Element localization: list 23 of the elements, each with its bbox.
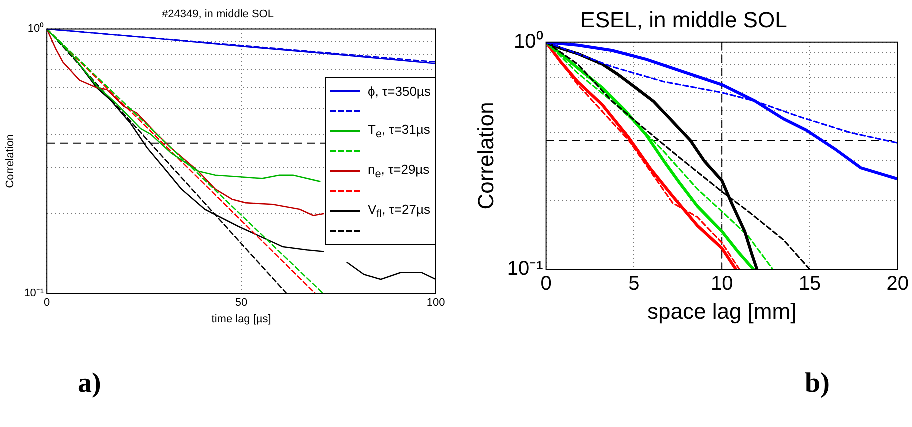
y-axis-title: Correlation bbox=[473, 102, 498, 210]
x-tick-label: 20 bbox=[886, 273, 909, 296]
y-tick-label: 10⁰ bbox=[28, 22, 44, 36]
text: a) bbox=[78, 368, 102, 400]
chart-title: #24349, in middle SOL bbox=[162, 8, 274, 21]
legend-label: n$_{e}$, τ=29µs bbox=[368, 162, 430, 181]
legend-label: V$_{fl}$, τ=27µs bbox=[368, 202, 430, 221]
x-tick-label: 10 bbox=[710, 273, 734, 296]
x-tick-label: 0 bbox=[44, 297, 50, 310]
x-axis-title: space lag [mm] bbox=[648, 298, 797, 324]
y-axis-title: Correlation bbox=[4, 134, 17, 188]
x-tick-label: 50 bbox=[235, 297, 248, 310]
x-tick-label: 0 bbox=[540, 273, 552, 296]
chart-title: ESEL, in middle SOL bbox=[580, 7, 788, 32]
legend-label: ϕ, τ=350µs bbox=[368, 84, 431, 99]
y-tick-label: 10⁰ bbox=[514, 30, 544, 53]
x-axis-title: time lag [µs] bbox=[212, 313, 272, 326]
text: b) bbox=[805, 368, 830, 400]
y-tick-label: 10⁻¹ bbox=[24, 288, 44, 300]
x-tick-label: 15 bbox=[798, 273, 822, 296]
legend-label: T$_{e}$, τ=31µs bbox=[368, 122, 430, 141]
x-tick-label: 100 bbox=[426, 297, 446, 310]
x-tick-label: 5 bbox=[628, 273, 640, 296]
